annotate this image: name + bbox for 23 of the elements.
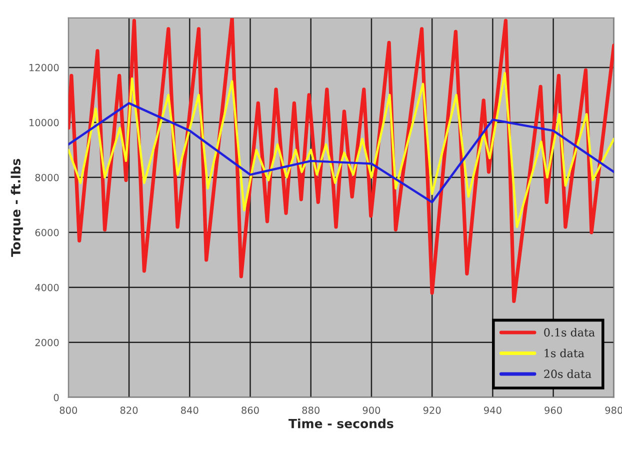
x-tick-label: 860 [242,406,259,414]
y-tick-label: 8000 [35,174,59,182]
x-tick-label: 900 [362,406,380,414]
x-tick-label: 960 [544,406,562,414]
y-tick-label: 10000 [30,118,59,126]
y-tick-label: 0 [54,394,59,402]
y-tick-label: 12000 [30,64,59,72]
y-tick-label: 2000 [35,338,59,346]
x-tick-label: 880 [302,406,320,414]
legend-label: 1s data [544,348,584,358]
x-tick-label: 940 [484,406,502,414]
y-axis-title: Torque - ft.lbs [10,158,23,257]
legend-label: 20s data [544,369,592,378]
x-tick-label: 920 [423,406,441,414]
line-series [68,72,614,228]
y-tick-label: 6000 [35,228,59,236]
legend-label: 0.1s data [544,328,595,337]
x-tick-label: 820 [120,406,138,414]
x-tick-label: 840 [181,406,198,414]
y-tick-label: 4000 [35,284,59,292]
line-series [68,102,614,204]
x-axis-title: Time - seconds [288,418,394,428]
x-tick-label: 800 [60,406,78,414]
